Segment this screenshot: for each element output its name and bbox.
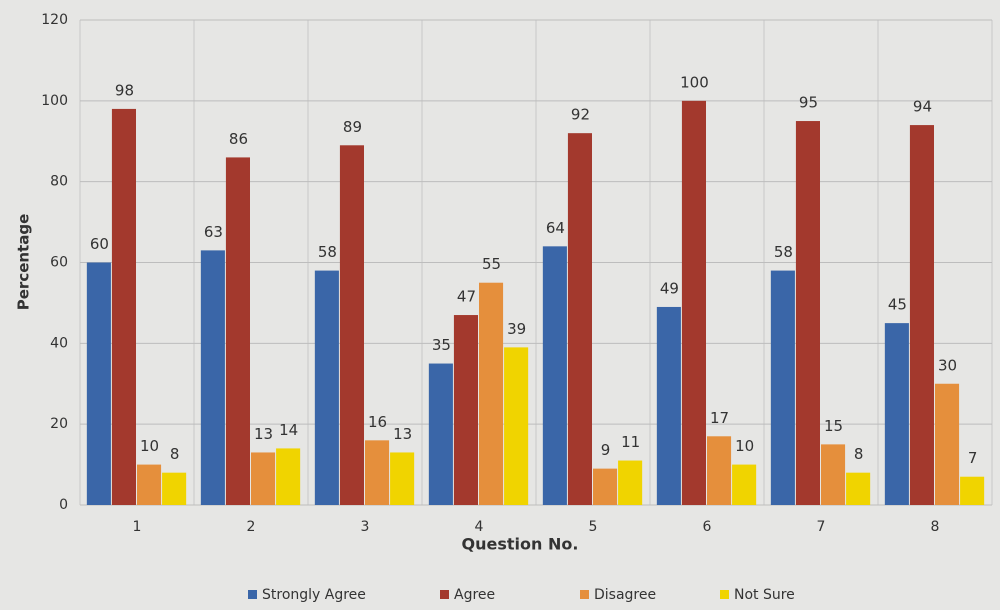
y-tick-label: 20 [50,416,68,432]
data-label: 8 [854,445,864,463]
bar [884,323,909,505]
bar [479,282,504,505]
data-label: 30 [938,356,957,374]
data-label: 58 [774,243,793,261]
data-label: 13 [393,425,412,443]
bar [960,476,985,505]
bar [770,270,795,505]
y-tick-label: 0 [59,497,68,513]
bar [314,270,339,505]
data-label: 92 [571,106,590,124]
data-label: 100 [680,73,709,91]
bar [428,363,453,505]
bar [846,472,871,505]
bar [339,145,364,505]
bar [909,125,934,505]
legend-swatch [248,590,257,599]
y-tick-label: 40 [50,335,68,351]
data-label: 11 [621,433,640,451]
bar [365,440,390,505]
data-label: 15 [824,417,843,435]
y-tick-label: 60 [50,255,68,271]
bar [707,436,732,505]
data-label: 86 [229,130,248,148]
legend-swatch [440,590,449,599]
legend-label: Not Sure [734,587,795,603]
data-label: 58 [318,243,337,261]
x-tick-label: 7 [817,519,826,535]
data-label: 47 [457,288,476,306]
x-tick-label: 5 [589,519,598,535]
bar [453,315,478,505]
x-axis-label: Question No. [462,535,579,554]
data-label: 35 [432,336,451,354]
bar [732,464,757,505]
x-tick-label: 2 [247,519,256,535]
bar [821,444,846,505]
legend-swatch [580,590,589,599]
x-tick-label: 3 [361,519,370,535]
x-tick-label: 8 [931,519,940,535]
x-tick-label: 1 [133,519,142,535]
legend-label: Agree [454,587,495,603]
data-label: 64 [546,219,565,237]
data-label: 13 [254,425,273,443]
legend-label: Strongly Agree [262,587,366,603]
bar [390,452,415,505]
bar [137,464,162,505]
y-tick-label: 100 [41,93,68,109]
data-label: 14 [279,421,298,439]
data-label: 60 [90,235,109,253]
data-label: 17 [710,409,729,427]
data-label: 55 [482,255,501,273]
data-label: 49 [660,279,679,297]
data-label: 89 [343,118,362,136]
bar [504,347,529,505]
y-tick-label: 120 [41,12,68,28]
bar [542,246,567,506]
x-tick-label: 4 [475,519,484,535]
bar [656,306,681,505]
x-tick-label: 6 [703,519,712,535]
bar [276,448,301,505]
bar [795,121,820,506]
bar [225,157,250,505]
legend-label: Disagree [594,587,656,603]
data-label: 95 [799,94,818,112]
data-label: 39 [507,320,526,338]
data-label: 8 [170,445,180,463]
bar [681,100,706,505]
data-label: 63 [204,223,223,241]
bar [200,250,225,505]
data-label: 10 [735,437,754,455]
bar [618,460,643,505]
data-label: 7 [968,449,978,467]
legend-swatch [720,590,729,599]
bar [935,383,960,505]
bar [86,262,111,505]
data-label: 94 [913,98,932,116]
y-axis-label: Percentage [15,214,33,311]
data-label: 10 [140,437,159,455]
data-label: 98 [115,81,134,99]
data-label: 9 [601,441,611,459]
bar [567,133,592,505]
bar [162,472,187,505]
data-label: 45 [888,296,907,314]
bar [593,468,618,505]
y-tick-label: 80 [50,174,68,190]
data-label: 16 [368,413,387,431]
bar [251,452,276,505]
bar [111,108,136,506]
